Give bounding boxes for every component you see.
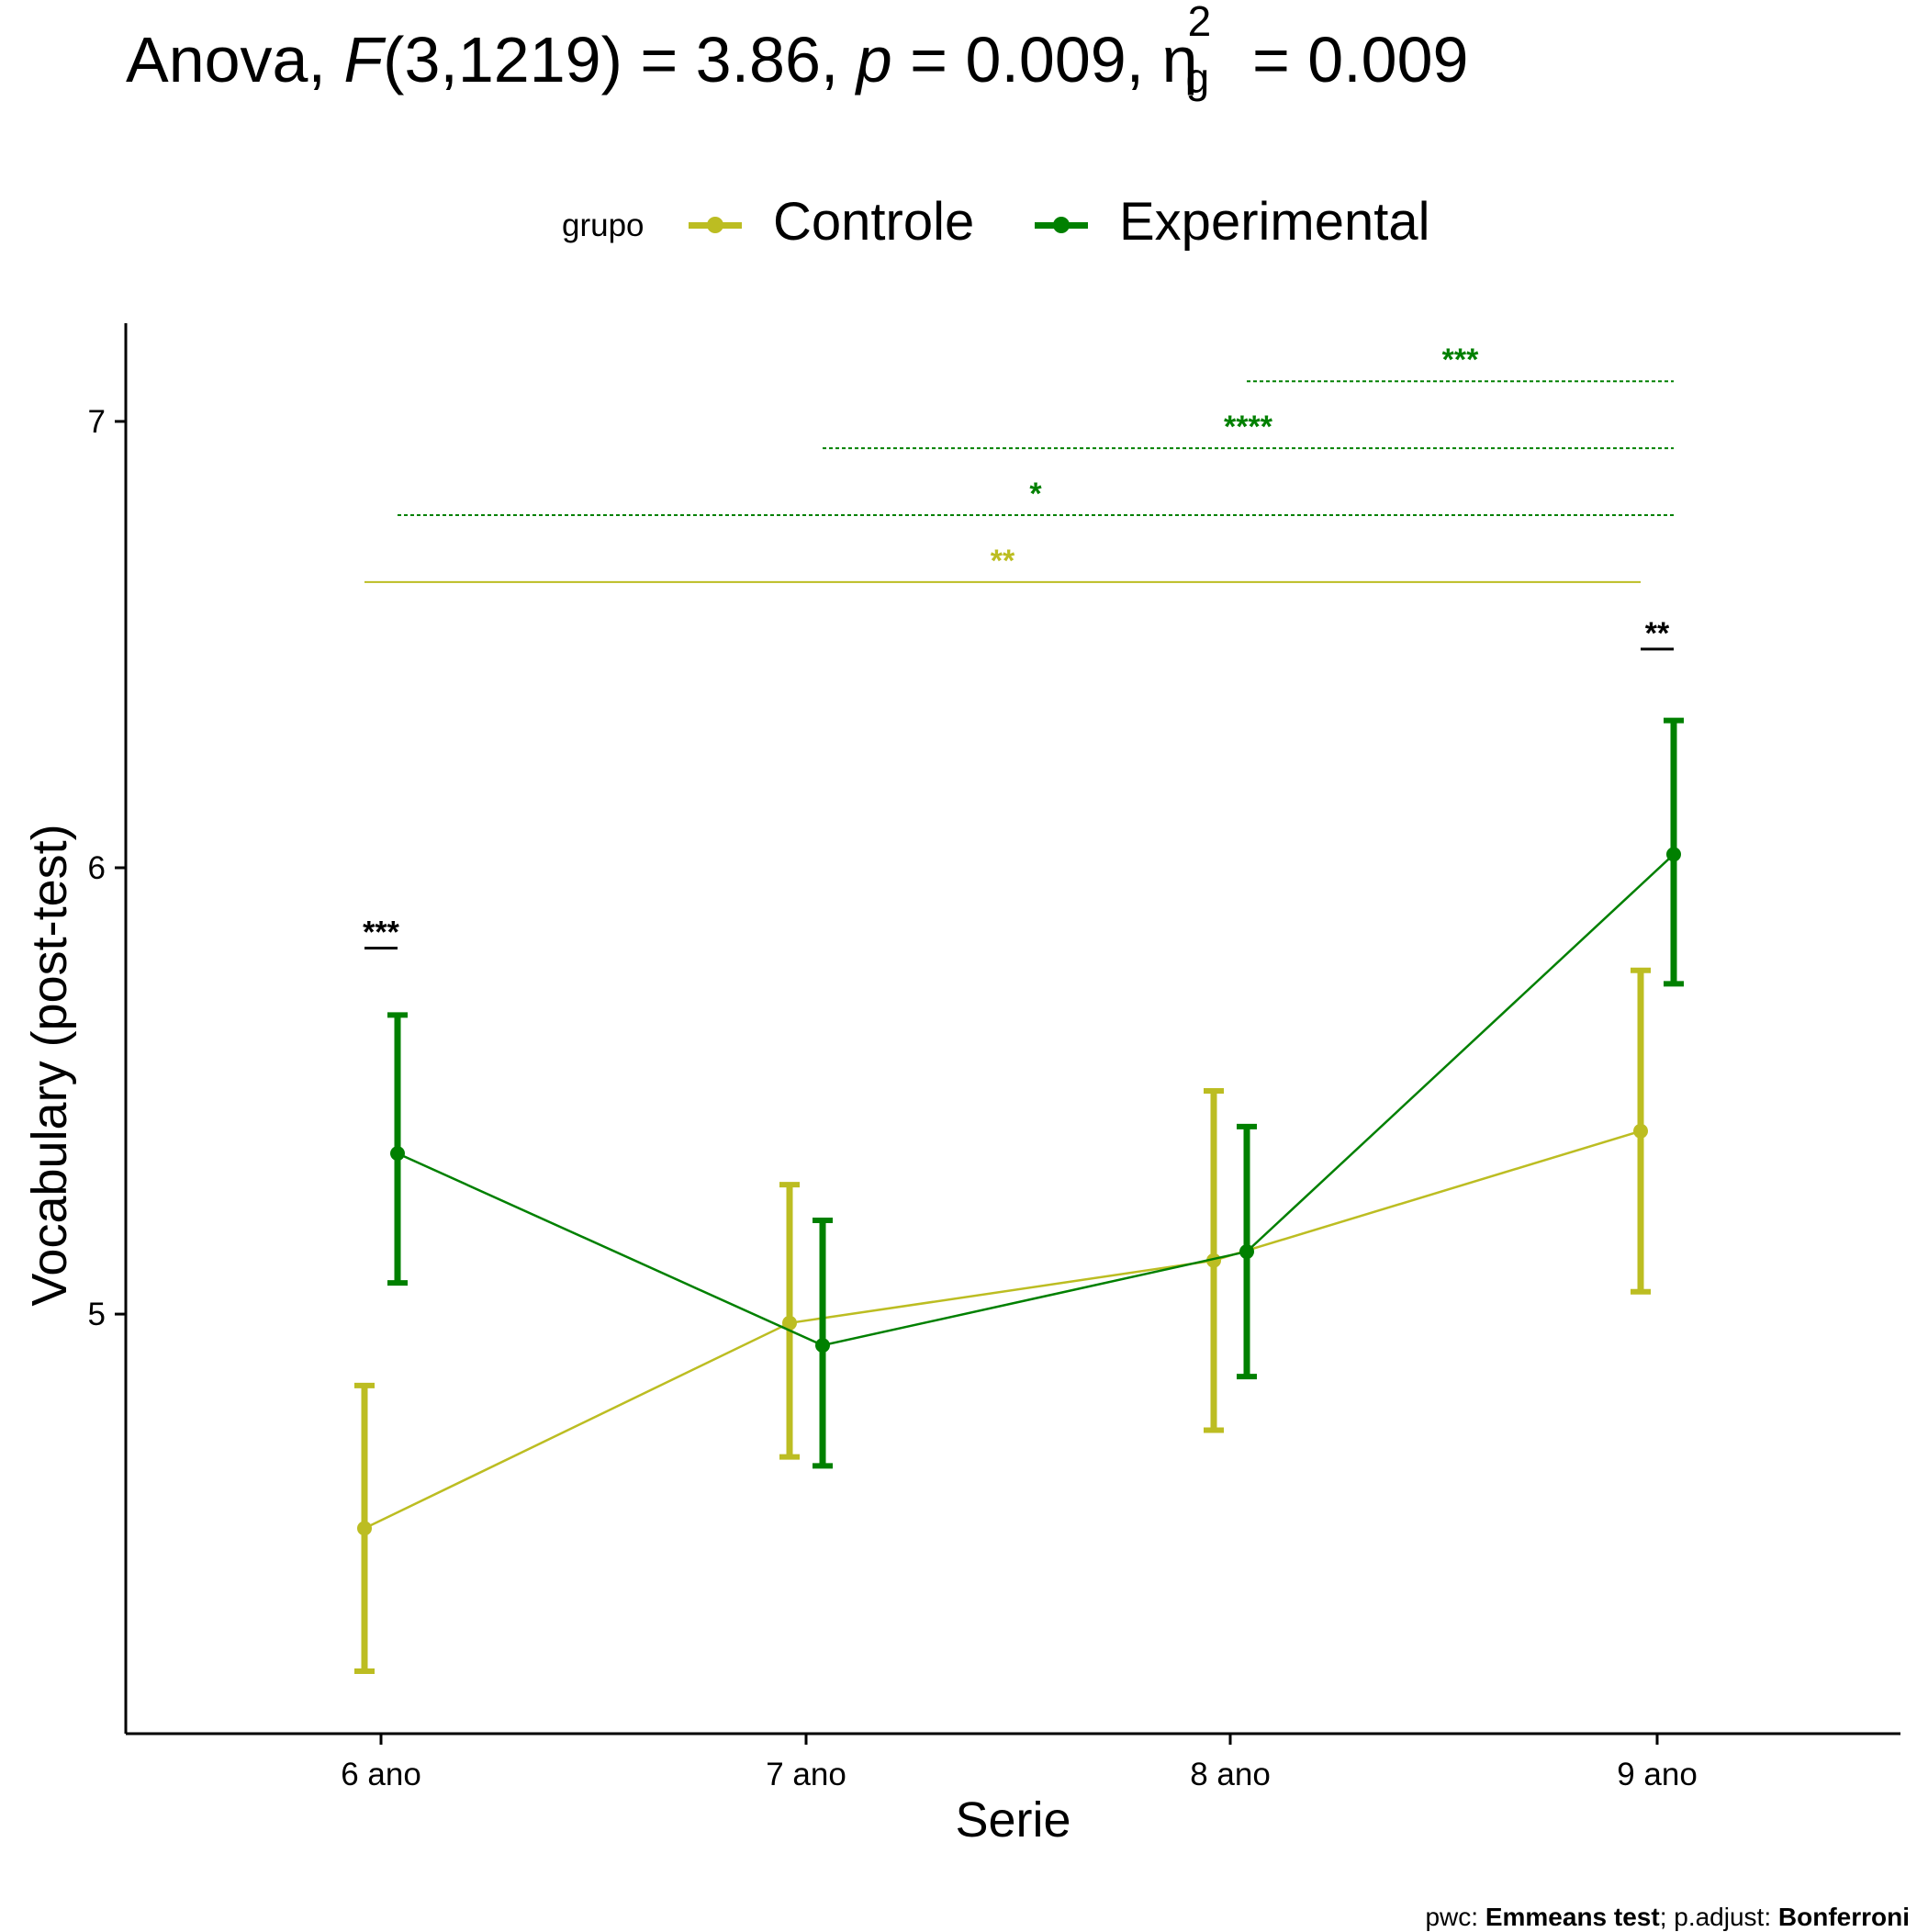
title-f-symbol: F [343,24,384,95]
comparison-label: **** [1224,410,1273,444]
chart-caption: pwc: Emmeans test; p.adjust: Bonferroni [1425,1903,1910,1932]
comparison-label: ** [991,544,1015,578]
legend-dot-controle [707,217,723,233]
legend-dot-experimental [1053,217,1070,233]
legend-label-experimental: Experimental [1119,192,1430,252]
caption-middle: ; p.adjust: [1659,1903,1778,1931]
y-tick-label: 7 [88,404,106,440]
title-p-value: = 0.009, [891,24,1162,95]
title-p-symbol: p [856,24,892,95]
title-prefix: Anova, [126,24,344,95]
series-experimental [387,717,1684,1469]
data-point [1206,1252,1221,1268]
comparison-label: * [1029,477,1042,511]
title-f-args: (3,1219) = 3.86, [383,24,857,95]
x-axis-title: Serie [955,1792,1070,1848]
legend-label-controle: Controle [773,192,975,252]
title-eta-sup: 2 [1187,0,1212,45]
comparison-label: *** [1442,343,1479,377]
series-line [397,853,1675,1347]
caption-prefix: pwc: [1425,1903,1485,1931]
caption-method: Bonferroni [1777,1903,1910,1931]
title-eta-value: = 0.009 [1234,24,1469,95]
data-point [1633,1123,1648,1139]
legend-title: grupo [562,208,645,243]
data-point [782,1315,797,1331]
series-line [364,1129,1642,1530]
title-eta-sub: g [1185,54,1210,102]
series-controle [354,967,1651,1674]
data-point [815,1338,830,1354]
data-point [1666,847,1681,862]
group-comparison-label: *** [363,915,399,950]
y-tick-label: 5 [88,1297,106,1332]
data-point [390,1146,405,1162]
data-point [1239,1244,1254,1260]
group-comparison-label: ** [1645,616,1670,651]
x-tick-label: 6 ano [341,1757,421,1792]
x-tick-label: 9 ano [1617,1757,1698,1792]
x-tick-label: 7 ano [766,1757,846,1792]
legend: grupo Controle Experimental [0,184,1928,266]
title-eta-symbol: η [1161,24,1198,95]
y-tick-label: 6 [88,850,106,886]
data-point [357,1521,372,1536]
y-axis-title: Vocabulary (post-test) [22,824,77,1306]
x-tick-label: 8 ano [1190,1757,1271,1792]
caption-test: Emmeans test [1485,1903,1660,1931]
